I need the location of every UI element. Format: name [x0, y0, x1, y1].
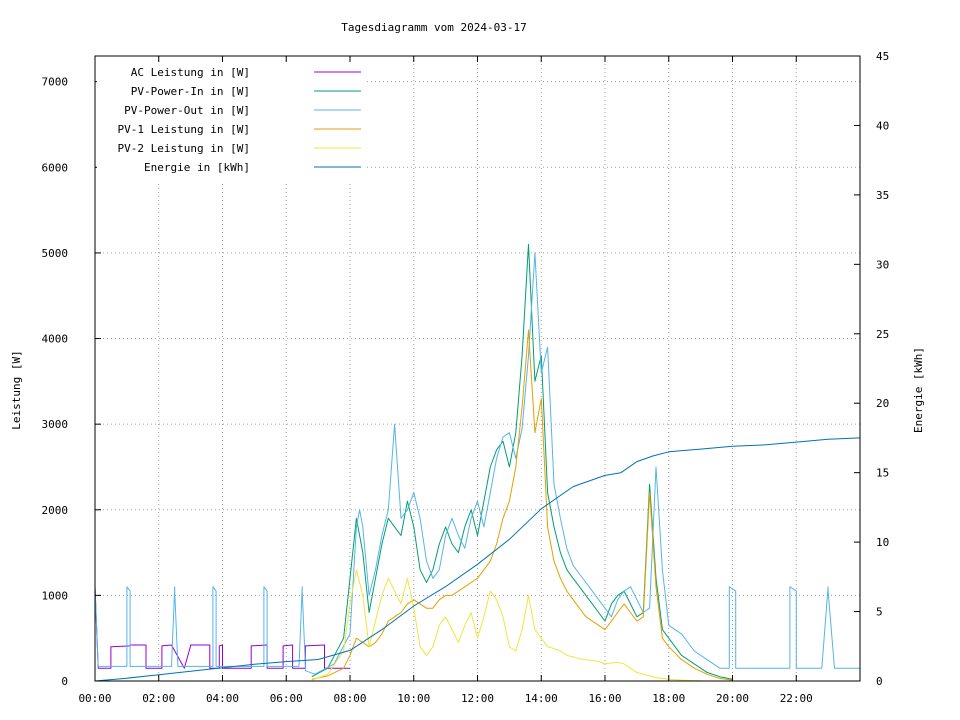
legend-label: PV-1 Leistung in [W]	[118, 123, 250, 136]
y2-tick-label: 30	[876, 258, 889, 271]
y2-tick-label: 10	[876, 536, 889, 549]
y-tick-label: 1000	[42, 589, 69, 602]
y2-tick-label: 45	[876, 50, 889, 63]
x-tick-label: 02:00	[142, 692, 175, 705]
chart-title: Tagesdiagramm vom 2024-03-17	[341, 21, 526, 34]
x-tick-label: 06:00	[270, 692, 303, 705]
y2-tick-label: 0	[876, 675, 883, 688]
y-tick-label: 2000	[42, 504, 69, 517]
legend-label: PV-Power-Out in [W]	[124, 104, 250, 117]
y2-tick-label: 15	[876, 467, 889, 480]
y-tick-label: 0	[61, 675, 68, 688]
series-line	[94, 586, 350, 669]
series-line	[311, 329, 733, 681]
y-tick-label: 3000	[42, 418, 69, 431]
legend-label: AC Leistung in [W]	[131, 66, 250, 79]
y-tick-label: 6000	[42, 161, 69, 174]
series-line	[311, 243, 733, 680]
y-tick-label: 5000	[42, 247, 69, 260]
x-tick-label: 22:00	[780, 692, 813, 705]
legend-label: PV-Power-In in [W]	[131, 85, 250, 98]
legend-background	[97, 62, 365, 184]
axis-ticks: 00:00 02:00 04:00 06:00 08:00 10:00 12:00 14:00…	[42, 50, 890, 705]
legend: AC Leistung in [W] PV-Power-In in [W] PV-P…	[97, 62, 365, 184]
y2-tick-label: 40	[876, 119, 889, 132]
y2-axis-label: Energie [kWh]	[912, 347, 925, 433]
y2-tick-label: 20	[876, 397, 889, 410]
y-axis-label: Leistung [W]	[10, 350, 23, 429]
series-line	[94, 252, 860, 675]
x-tick-label: 08:00	[333, 692, 366, 705]
x-tick-label: 00:00	[78, 692, 111, 705]
legend-label: PV-2 Leistung in [W]	[118, 142, 250, 155]
y2-tick-label: 25	[876, 328, 889, 341]
y2-tick-label: 35	[876, 189, 889, 202]
plot-series	[94, 243, 861, 682]
y-tick-label: 7000	[42, 76, 69, 89]
x-tick-label: 18:00	[652, 692, 685, 705]
y2-tick-label: 5	[876, 606, 883, 619]
x-tick-label: 10:00	[397, 692, 430, 705]
y-tick-label: 4000	[42, 333, 69, 346]
series-line	[311, 569, 733, 682]
x-tick-label: 12:00	[461, 692, 494, 705]
x-tick-label: 20:00	[716, 692, 749, 705]
legend-label: Energie in [kWh]	[144, 161, 250, 174]
x-tick-label: 04:00	[206, 692, 239, 705]
x-tick-label: 14:00	[525, 692, 558, 705]
x-tick-label: 16:00	[588, 692, 621, 705]
series-line	[94, 437, 861, 682]
